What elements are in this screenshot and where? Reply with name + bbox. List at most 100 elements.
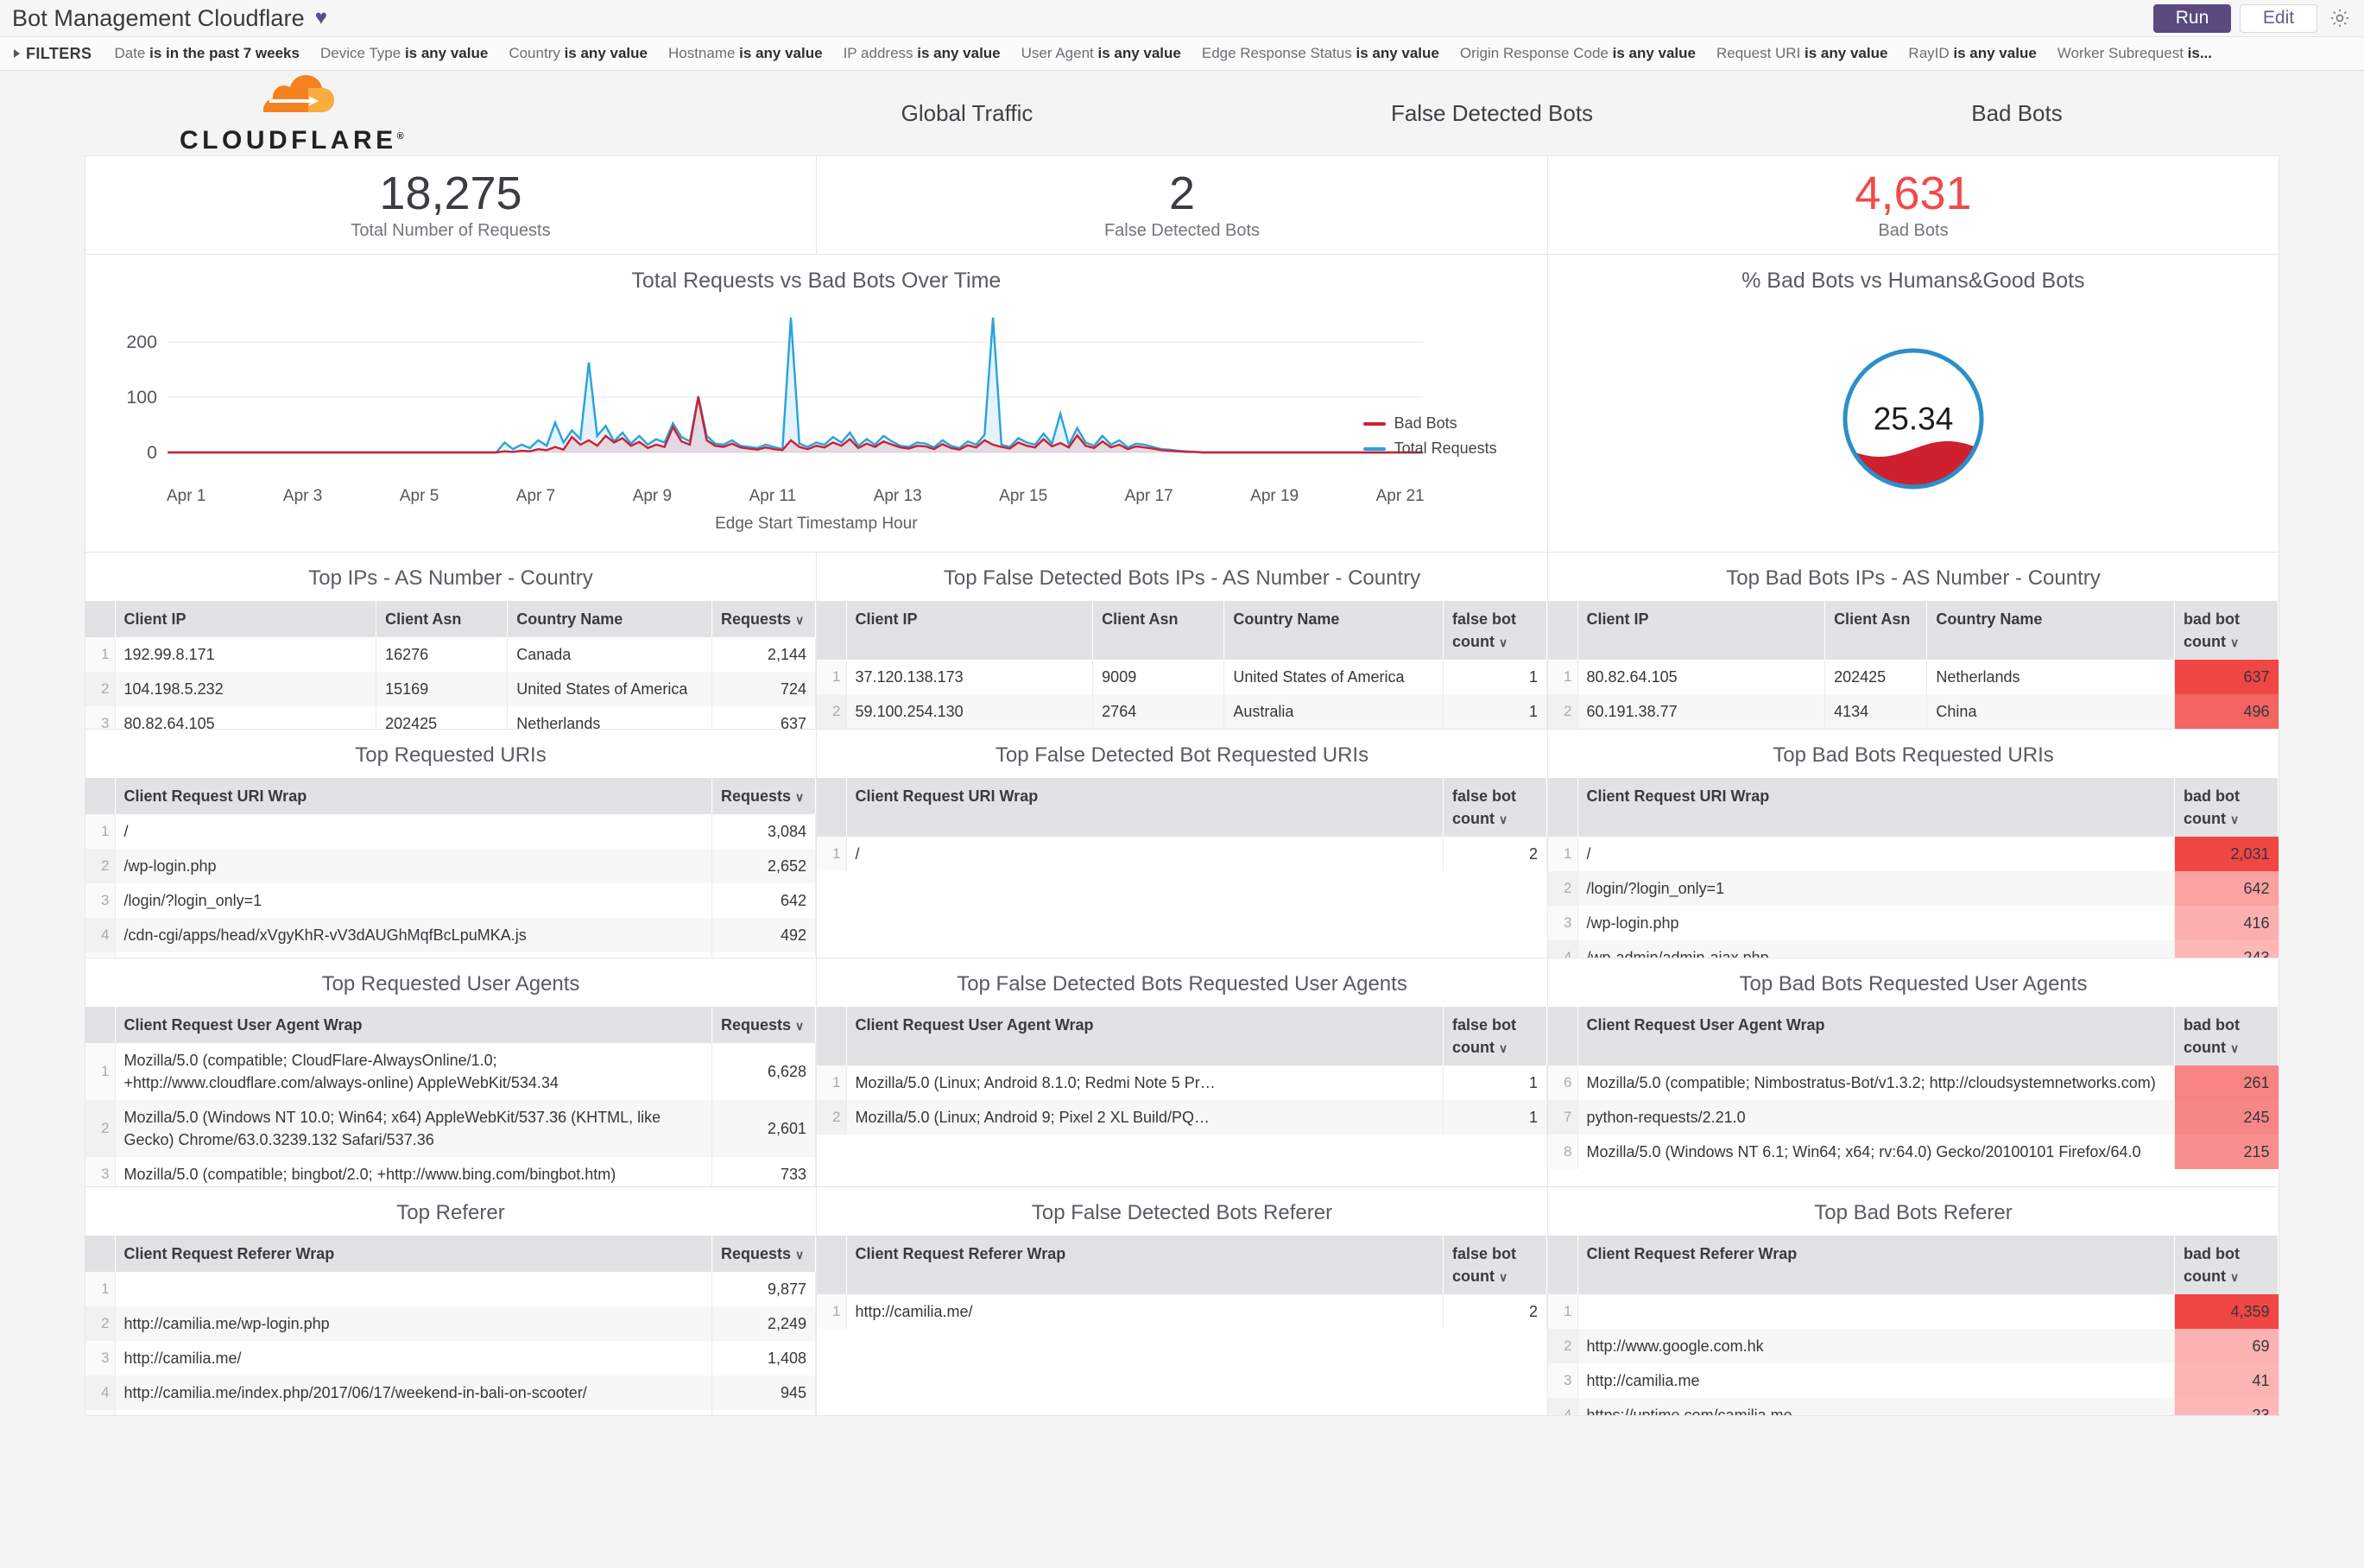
filter-item-worker-subrequest[interactable]: Worker Subrequest is... xyxy=(2057,45,2212,62)
column-header-requests[interactable]: Requests ∨ xyxy=(711,601,816,638)
column-header-false-bot-count[interactable]: false bot count ∨ xyxy=(1443,1236,1547,1295)
column-header-client-request-referer-wrap[interactable]: Client Request Referer Wrap xyxy=(115,1236,712,1273)
chevron-down-icon[interactable]: ∨ xyxy=(1499,1270,1508,1285)
column-header-client-ip[interactable]: Client IP xyxy=(115,601,377,638)
data-table[interactable]: Client Request User Agent Wrap false bot … xyxy=(817,1007,1547,1135)
column-header-client-ip[interactable]: Client IP xyxy=(1577,601,1826,661)
table-scroll[interactable]: Client Request User Agent Wrap bad bot co… xyxy=(1548,1007,2279,1186)
table-row[interactable]: 1 Mozilla/5.0 (Linux; Android 8.1.0; Redm… xyxy=(817,1065,1547,1101)
table-row[interactable]: 2 http://camilia.me/wp-login.php 2,249 xyxy=(85,1306,816,1342)
column-header-client-request-uri-wrap[interactable]: Client Request URI Wrap xyxy=(846,778,1444,838)
column-header-bad-bot-count[interactable]: bad bot count ∨ xyxy=(2174,1236,2279,1295)
filter-item-hostname[interactable]: Hostname is any value xyxy=(668,45,823,62)
data-table[interactable]: Client Request User Agent Wrap bad bot co… xyxy=(1548,1007,2279,1170)
table-row[interactable]: 4https://uptime.com/camilia.me23 xyxy=(1548,1398,2279,1415)
column-header-client-request-referer-wrap[interactable]: Client Request Referer Wrap xyxy=(1577,1236,2175,1295)
column-header-bad-bot-count[interactable]: bad bot count ∨ xyxy=(2174,601,2279,661)
table-scroll[interactable]: Client Request URI Wrap Requests ∨ 1/3,084 2… xyxy=(85,778,816,958)
data-table[interactable]: Client IP Client Asn Country Name bad bot c… xyxy=(1548,601,2279,729)
filter-item-user-agent[interactable]: User Agent is any value xyxy=(1021,45,1181,62)
column-header-client-ip[interactable]: Client IP xyxy=(846,601,1094,661)
legend-item-total-requests[interactable]: Total Requests xyxy=(1362,439,1497,458)
table-row[interactable]: 1 192.99.8.171 16276 Canada 2,144 xyxy=(85,637,816,673)
filter-item-country[interactable]: Country is any value xyxy=(509,45,648,62)
table-scroll[interactable]: Client Request Referer Wrap false bot cou… xyxy=(817,1236,1547,1415)
table-row[interactable]: 1/2 xyxy=(817,837,1547,872)
column-header-requests[interactable]: Requests ∨ xyxy=(711,1236,816,1273)
filter-item-origin-response-code[interactable]: Origin Response Code is any value xyxy=(1460,45,1696,62)
heart-icon[interactable]: ♥ xyxy=(314,6,327,29)
table-scroll[interactable]: Client IP Client Asn Country Name Requests ∨… xyxy=(85,601,816,729)
chevron-down-icon[interactable]: ∨ xyxy=(2230,1041,2240,1056)
column-header-client-asn[interactable]: Client Asn xyxy=(1824,601,1928,661)
table-row[interactable]: 3/login/?login_only=1 642 xyxy=(85,883,816,919)
table-row[interactable]: 2 104.198.5.232 15169 United States of Amer… xyxy=(85,672,816,707)
gear-icon[interactable] xyxy=(2326,4,2354,32)
liquid-gauge[interactable]: 25.34 xyxy=(1548,304,2279,552)
table-row[interactable]: 3 http://camilia.me 41 xyxy=(1548,1363,2279,1399)
table-row[interactable]: 2 Mozilla/5.0 (Windows NT 10.0; Win64; x6… xyxy=(85,1100,816,1158)
table-row[interactable]: 2/login/?login_only=1 642 xyxy=(1548,871,2279,907)
chevron-down-icon[interactable]: ∨ xyxy=(795,1019,805,1033)
data-table[interactable]: Client Request Referer Wrap false bot cou… xyxy=(817,1236,1547,1330)
table-row[interactable]: 6 Mozilla/5.0 (compatible; Nimbostratus-B… xyxy=(1548,1065,2279,1101)
column-header-country-name[interactable]: Country Name xyxy=(507,601,712,638)
table-row[interactable]: 1 4,359 xyxy=(1548,1294,2279,1330)
table-scroll[interactable]: Client Request User Agent Wrap false bot … xyxy=(817,1007,1547,1186)
data-table[interactable]: Client Request URI Wrap false bot count ∨ 1… xyxy=(817,778,1547,872)
chevron-down-icon[interactable]: ∨ xyxy=(1499,812,1508,827)
chevron-down-icon[interactable]: ∨ xyxy=(2230,1270,2240,1285)
table-row[interactable]: 2 60.191.38.77 4134 China 496 xyxy=(1548,694,2279,729)
table-row[interactable]: 2 http://www.google.com.hk 69 xyxy=(1548,1329,2279,1364)
table-row[interactable]: 1 37.120.138.173 9009 United States of Amer… xyxy=(817,660,1547,695)
chevron-down-icon[interactable]: ∨ xyxy=(795,613,805,627)
table-scroll[interactable]: Client IP Client Asn Country Name bad bot c… xyxy=(1548,601,2279,729)
filter-item-ip-address[interactable]: IP address is any value xyxy=(844,45,1001,62)
table-row[interactable]: 5https://camilia.me/index.php/2017/06/17… xyxy=(85,1410,816,1415)
chevron-down-icon[interactable]: ∨ xyxy=(795,1248,805,1261)
table-scroll[interactable]: Client IP Client Asn Country Name false bot… xyxy=(817,601,1547,729)
table-row[interactable]: 3 http://camilia.me/1,408 xyxy=(85,1341,816,1376)
column-header-client-request-user-agent-wrap[interactable]: Client Request User Agent Wrap xyxy=(1577,1007,2175,1066)
column-header-client-asn[interactable]: Client Asn xyxy=(376,601,509,638)
chevron-down-icon[interactable]: ∨ xyxy=(795,790,805,804)
table-row[interactable]: 2 Mozilla/5.0 (Linux; Android 9; Pixel 2 … xyxy=(817,1100,1547,1135)
column-header-false-bot-count[interactable]: false bot count ∨ xyxy=(1443,778,1547,838)
column-header-client-request-uri-wrap[interactable]: Client Request URI Wrap xyxy=(1577,778,2175,838)
filter-item-request-uri[interactable]: Request URI is any value xyxy=(1716,45,1887,62)
chevron-down-icon[interactable]: ∨ xyxy=(1499,635,1508,650)
table-scroll[interactable]: Client Request User Agent Wrap Requests ∨ 1… xyxy=(85,1007,816,1186)
table-row[interactable]: 4/cdn-cgi/apps/head/xVgyKhR-vV3dAUGhMqfB… xyxy=(85,918,816,953)
table-row[interactable]: 1 9,877 xyxy=(85,1272,816,1307)
table-row[interactable]: 3/wp-login.php 416 xyxy=(1548,906,2279,941)
chevron-down-icon[interactable]: ∨ xyxy=(2230,812,2240,827)
column-header-client-request-user-agent-wrap[interactable]: Client Request User Agent Wrap xyxy=(846,1007,1444,1066)
run-button[interactable]: Run xyxy=(2153,3,2231,33)
column-header-client-request-referer-wrap[interactable]: Client Request Referer Wrap xyxy=(846,1236,1444,1295)
table-row[interactable]: 5/cdn-cgi/apps/body/3Lh52SjWTQ4HRlErJykH… xyxy=(85,952,816,958)
table-row[interactable]: 7 python-requests/2.21.0 245 xyxy=(1548,1100,2279,1135)
table-row[interactable]: 1/2,031 xyxy=(1548,837,2279,872)
column-header-false-bot-count[interactable]: false bot count ∨ xyxy=(1443,1007,1547,1066)
timeseries-chart[interactable]: 0 100 200 Apr 1 Apr 3 Apr 5 Apr 7 Apr 9 Apr 11 A… xyxy=(85,304,1547,552)
table-row[interactable]: 8 Mozilla/5.0 (Windows NT 6.1; Win64; x64… xyxy=(1548,1135,2279,1170)
column-header-country-name[interactable]: Country Name xyxy=(1926,601,2175,661)
table-row[interactable]: 3 Mozilla/5.0 (compatible; bingbot/2.0; +… xyxy=(85,1157,816,1186)
data-table[interactable]: Client IP Client Asn Country Name Requests ∨… xyxy=(85,601,816,729)
column-header-bad-bot-count[interactable]: bad bot count ∨ xyxy=(2174,1007,2279,1066)
legend-item-bad-bots[interactable]: Bad Bots xyxy=(1362,414,1497,433)
column-header-bad-bot-count[interactable]: bad bot count ∨ xyxy=(2174,778,2279,838)
data-table[interactable]: Client Request URI Wrap bad bot count ∨ 1/2… xyxy=(1548,778,2279,958)
table-row[interactable]: 1 http://camilia.me/2 xyxy=(817,1294,1547,1330)
filter-item-date[interactable]: Date is in the past 7 weeks xyxy=(114,45,300,62)
table-row[interactable]: 3 80.82.64.105 202425 Netherlands 637 xyxy=(85,706,816,729)
filter-item-rayid[interactable]: RayID is any value xyxy=(1908,45,2036,62)
column-header-requests[interactable]: Requests ∨ xyxy=(711,1007,816,1044)
chevron-down-icon[interactable]: ∨ xyxy=(1499,1041,1508,1056)
table-row[interactable]: 2 59.100.254.130 2764 Australia 1 xyxy=(817,694,1547,729)
table-row[interactable]: 2/wp-login.php 2,652 xyxy=(85,849,816,884)
data-table[interactable]: Client Request Referer Wrap Requests ∨ 1 9,8… xyxy=(85,1236,816,1415)
table-scroll[interactable]: Client Request URI Wrap false bot count ∨ 1… xyxy=(817,778,1547,958)
column-header-requests[interactable]: Requests ∨ xyxy=(711,778,816,815)
data-table[interactable]: Client Request User Agent Wrap Requests ∨ 1… xyxy=(85,1007,816,1186)
